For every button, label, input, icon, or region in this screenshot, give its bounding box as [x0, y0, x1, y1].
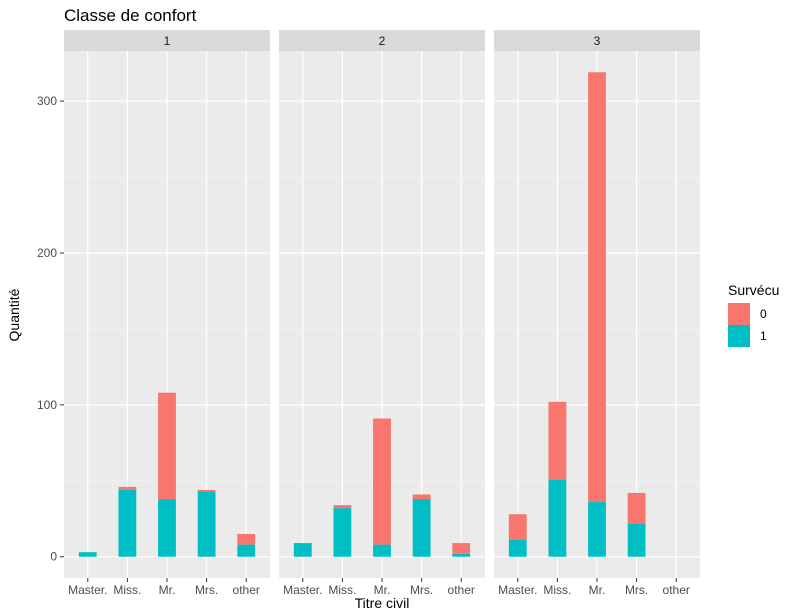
facet-panels: 1 Master. Miss. Mr. Mrs. other 2 Master. Miss. Mr…: [64, 30, 700, 597]
x-tick-label: Miss.: [543, 583, 571, 597]
y-tick-label: 300: [37, 94, 57, 108]
bar-miss-1: [548, 479, 567, 557]
facet-strip-label: 2: [379, 34, 386, 48]
facet-strip-label: 1: [164, 34, 171, 48]
x-tick-label: Mrs.: [195, 583, 218, 597]
x-tick-label: other: [663, 583, 690, 597]
bar-mrs-0: [197, 489, 216, 492]
bar-mrs-0: [627, 492, 646, 524]
bar-miss-1: [333, 508, 352, 557]
bar-mr-0: [158, 392, 176, 500]
x-tick-label: Miss.: [113, 583, 141, 597]
x-tick-label: Mrs.: [410, 583, 433, 597]
y-axis: 0 100 200 300: [37, 94, 64, 564]
x-tick-label: other: [233, 583, 260, 597]
x-tick-label: Mr.: [159, 583, 176, 597]
x-tick-label: Mrs.: [625, 583, 648, 597]
bar-miss-0: [333, 505, 352, 509]
bar-mrs-1: [627, 523, 646, 557]
facet-strip-label: 3: [594, 34, 601, 48]
x-axis-label: Titre civil: [355, 595, 410, 611]
bar-master-1: [78, 552, 97, 557]
bar-miss-0: [548, 401, 567, 480]
bar-miss-0: [118, 486, 137, 490]
facet-panel-1: 1 Master. Miss. Mr. Mrs. other: [64, 30, 270, 597]
legend-label-1: 1: [760, 329, 767, 343]
legend-title: Survécu: [728, 282, 779, 298]
facet-panel-2: 2 Master. Miss. Mr. Mrs. other: [279, 30, 485, 597]
chart-title: Classe de confort: [64, 6, 197, 25]
bar-miss-1: [118, 489, 137, 557]
x-tick-label: Master.: [283, 583, 322, 597]
legend-key-1: [728, 325, 750, 347]
bar-mr-0: [588, 72, 606, 503]
bar-mrs-1: [412, 499, 431, 557]
bar-mr-1: [588, 502, 606, 557]
y-axis-label: Quantité: [6, 288, 22, 341]
bar-master-1: [293, 543, 312, 557]
x-tick-label: other: [448, 583, 475, 597]
x-tick-label: Mr.: [374, 583, 391, 597]
legend-items: 01: [728, 303, 767, 347]
y-tick-label: 100: [37, 398, 57, 412]
legend-key-0: [728, 303, 750, 325]
bar-mr-0: [373, 418, 391, 545]
x-tick-label: Master.: [68, 583, 107, 597]
x-tick-label: Master.: [498, 583, 537, 597]
bar-other-1: [452, 553, 471, 557]
y-tick-label: 0: [50, 550, 57, 564]
legend-label-0: 0: [760, 307, 767, 321]
bar-other-0: [452, 543, 471, 554]
legend: Survécu 01: [728, 282, 779, 347]
y-tick-label: 200: [37, 246, 57, 260]
bar-other-1: [237, 544, 256, 557]
facet-strip: [64, 30, 270, 51]
bar-mrs-0: [412, 494, 431, 500]
bar-mr-1: [158, 499, 176, 557]
bar-other-0: [237, 533, 256, 545]
facet-panel-3: 3 Master. Miss. Mr. Mrs. other: [494, 30, 700, 597]
bar-mr-1: [373, 544, 391, 557]
x-tick-label: Mr.: [589, 583, 606, 597]
bar-mrs-1: [197, 491, 216, 557]
x-tick-label: Miss.: [328, 583, 356, 597]
bar-master-1: [508, 540, 527, 557]
facet-strip: [494, 30, 700, 51]
facet-strip: [279, 30, 485, 51]
bar-master-0: [508, 514, 527, 541]
